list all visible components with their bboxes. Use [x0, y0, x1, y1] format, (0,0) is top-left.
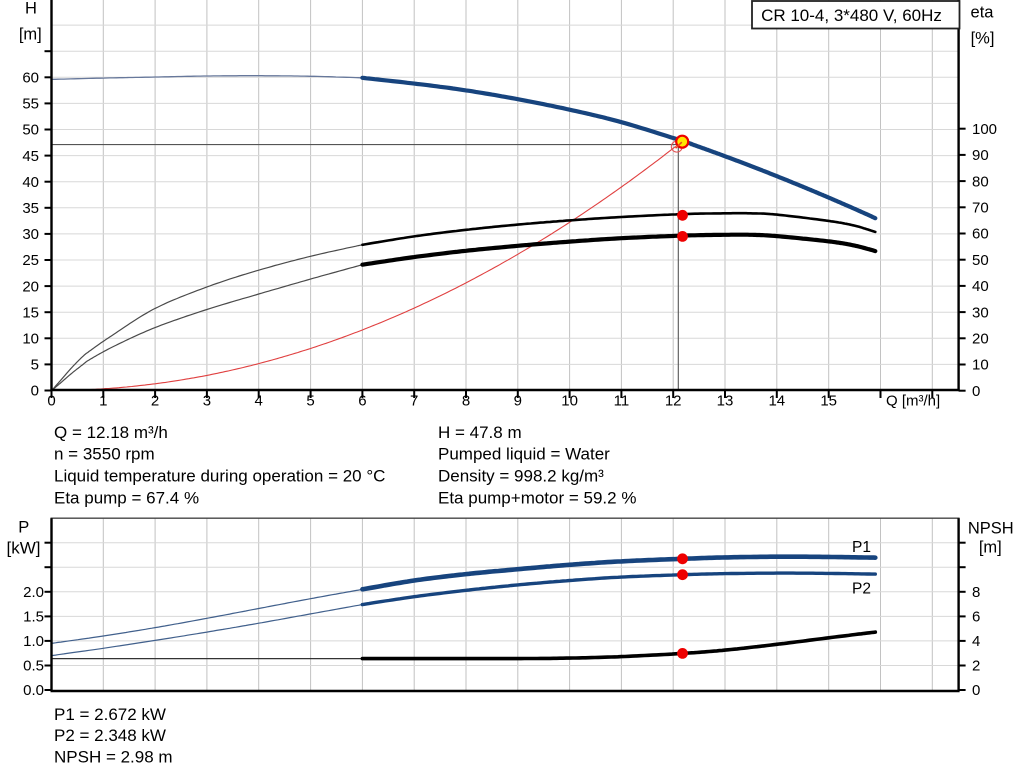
svg-text:2: 2 — [972, 658, 980, 675]
svg-text:[m]: [m] — [19, 26, 42, 44]
svg-text:0: 0 — [972, 383, 980, 400]
svg-text:Q = 12.18 m³/h: Q = 12.18 m³/h — [54, 423, 168, 442]
svg-text:[m]: [m] — [979, 539, 1002, 557]
svg-text:9: 9 — [514, 393, 522, 410]
svg-text:40: 40 — [972, 278, 989, 295]
svg-text:35: 35 — [22, 200, 39, 217]
svg-text:1: 1 — [99, 393, 107, 410]
svg-text:50: 50 — [972, 252, 989, 269]
svg-text:45: 45 — [22, 148, 39, 165]
svg-text:20: 20 — [972, 331, 989, 348]
svg-text:Eta pump+motor = 59.2 %: Eta pump+motor = 59.2 % — [438, 489, 636, 508]
svg-text:3: 3 — [203, 393, 211, 410]
svg-text:2.0: 2.0 — [23, 584, 44, 601]
svg-text:H = 47.8 m: H = 47.8 m — [438, 423, 522, 442]
svg-text:[%]: [%] — [971, 30, 995, 48]
svg-text:30: 30 — [22, 226, 39, 243]
svg-text:90: 90 — [972, 147, 989, 164]
svg-text:P1 = 2.672 kW: P1 = 2.672 kW — [54, 705, 166, 724]
svg-text:Pumped liquid = Water: Pumped liquid = Water — [438, 445, 610, 464]
svg-text:0.0: 0.0 — [23, 682, 44, 699]
svg-text:P: P — [18, 519, 29, 537]
svg-text:12: 12 — [665, 393, 682, 410]
svg-text:15: 15 — [22, 304, 39, 321]
svg-text:8: 8 — [972, 584, 980, 601]
svg-text:eta: eta — [971, 4, 995, 22]
svg-text:10: 10 — [972, 357, 989, 374]
svg-text:0: 0 — [31, 383, 39, 400]
svg-text:6: 6 — [358, 393, 366, 410]
svg-text:NPSH: NPSH — [968, 520, 1014, 538]
svg-text:4: 4 — [255, 393, 263, 410]
svg-text:80: 80 — [972, 173, 989, 190]
svg-text:30: 30 — [972, 304, 989, 321]
svg-text:20: 20 — [22, 278, 39, 295]
svg-text:P2: P2 — [852, 581, 871, 598]
svg-text:70: 70 — [972, 200, 989, 217]
svg-text:1.5: 1.5 — [23, 609, 44, 626]
svg-text:25: 25 — [22, 252, 39, 269]
svg-text:50: 50 — [22, 122, 39, 139]
svg-text:0: 0 — [47, 393, 55, 410]
svg-text:Liquid temperature during oper: Liquid temperature during operation = 20… — [54, 467, 385, 486]
svg-text:0.5: 0.5 — [23, 658, 44, 675]
svg-text:5: 5 — [31, 357, 39, 374]
svg-text:100: 100 — [972, 121, 997, 138]
svg-text:8: 8 — [462, 393, 470, 410]
svg-text:NPSH = 2.98 m: NPSH = 2.98 m — [54, 748, 173, 767]
svg-text:CR 10-4, 3*480 V, 60Hz: CR 10-4, 3*480 V, 60Hz — [761, 6, 942, 25]
svg-text:[kW]: [kW] — [7, 539, 41, 558]
svg-text:5: 5 — [306, 393, 314, 410]
svg-text:P2 = 2.348 kW: P2 = 2.348 kW — [54, 726, 166, 745]
svg-text:P1: P1 — [852, 539, 871, 556]
svg-text:40: 40 — [22, 174, 39, 191]
svg-text:10: 10 — [561, 393, 578, 410]
svg-text:7: 7 — [410, 393, 418, 410]
svg-text:11: 11 — [614, 393, 630, 410]
svg-text:14: 14 — [768, 393, 785, 410]
svg-text:Density = 998.2 kg/m³: Density = 998.2 kg/m³ — [438, 467, 604, 486]
svg-text:4: 4 — [972, 633, 980, 650]
svg-text:13: 13 — [717, 393, 734, 410]
svg-text:60: 60 — [972, 226, 989, 243]
svg-text:H: H — [25, 0, 37, 18]
svg-text:10: 10 — [22, 331, 39, 348]
svg-text:6: 6 — [972, 609, 980, 626]
svg-text:60: 60 — [22, 70, 39, 87]
svg-text:Eta pump = 67.4 %: Eta pump = 67.4 % — [54, 489, 199, 508]
svg-text:2: 2 — [151, 393, 159, 410]
svg-text:1.0: 1.0 — [23, 633, 44, 650]
svg-text:Q [m³/h]: Q [m³/h] — [886, 393, 940, 410]
svg-text:0: 0 — [972, 682, 980, 699]
svg-text:n = 3550 rpm: n = 3550 rpm — [54, 445, 155, 464]
svg-text:55: 55 — [22, 96, 39, 113]
svg-text:15: 15 — [820, 393, 837, 410]
